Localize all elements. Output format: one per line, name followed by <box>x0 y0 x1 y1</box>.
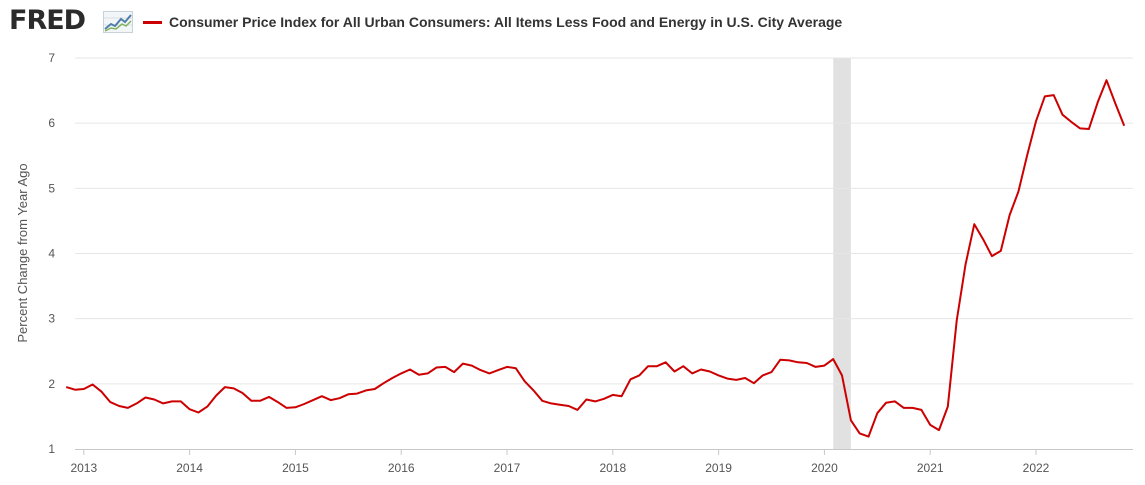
x-tick-label: 2021 <box>917 461 944 475</box>
chart-header: FRED Consumer Price Index for All Urban … <box>0 0 1145 44</box>
series-lines <box>65 79 1126 438</box>
legend: Consumer Price Index for All Urban Consu… <box>143 12 842 32</box>
x-tick-label: 2013 <box>70 461 97 475</box>
x-tick-label: 2020 <box>811 461 838 475</box>
y-axis-title: Percent Change from Year Ago <box>15 163 30 342</box>
x-tick-label: 2017 <box>494 461 521 475</box>
series-line-core-cpi <box>65 79 1126 438</box>
axes: 1 2 3 4 5 6 7 2013 2014 2015 2016 2017 2018 2019 2020 2… <box>48 51 1133 475</box>
legend-swatch <box>143 20 162 24</box>
fred-logo[interactable]: FRED <box>9 5 86 36</box>
x-tick-label: 2015 <box>282 461 309 475</box>
y-tick-label: 4 <box>48 247 55 261</box>
y-tick-label: 7 <box>48 51 55 65</box>
y-tick-label: 1 <box>48 442 55 456</box>
legend-series-label: Consumer Price Index for All Urban Consu… <box>169 14 843 30</box>
line-chart-icon <box>103 11 133 33</box>
y-tick-label: 6 <box>48 116 55 130</box>
x-tick-label: 2016 <box>388 461 415 475</box>
x-tick-label: 2018 <box>599 461 626 475</box>
y-tick-label: 2 <box>48 377 55 391</box>
y-tick-label: 5 <box>48 181 55 195</box>
gridlines <box>75 57 1133 385</box>
y-tick-label: 3 <box>48 312 55 326</box>
x-tick-label: 2014 <box>176 461 203 475</box>
x-tick-label: 2022 <box>1023 461 1050 475</box>
x-tick-label: 2019 <box>705 461 732 475</box>
